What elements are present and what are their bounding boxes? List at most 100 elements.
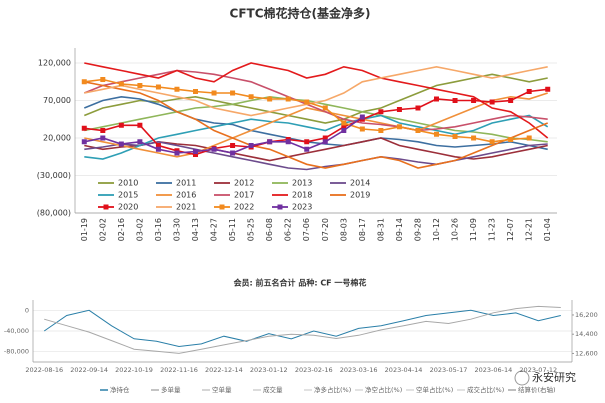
point-marker xyxy=(304,139,310,145)
legend-marker xyxy=(103,204,109,210)
point-marker xyxy=(267,96,273,102)
x-tick-label: 2023-06-14 xyxy=(475,366,513,374)
point-marker xyxy=(471,135,477,141)
x-tick-label: 08-03 xyxy=(339,218,348,241)
point-marker xyxy=(415,105,421,111)
point-marker xyxy=(174,86,180,92)
legend-label: 净空占比(%) xyxy=(365,385,402,394)
y2-tick-label: 12,600 xyxy=(575,349,598,357)
point-marker xyxy=(452,98,458,103)
point-marker xyxy=(193,89,198,94)
x-tick-label: 04-13 xyxy=(191,218,200,241)
point-marker xyxy=(81,79,87,85)
point-marker xyxy=(118,141,124,147)
point-marker xyxy=(285,139,291,145)
series-line xyxy=(83,69,548,132)
x-tick-label: 08-31 xyxy=(376,218,385,241)
point-marker xyxy=(230,150,236,156)
point-marker xyxy=(267,139,273,145)
series-line xyxy=(84,88,548,156)
x-tick-label: 2023-03-16 xyxy=(340,366,378,374)
legend-marker xyxy=(219,204,225,210)
series-line xyxy=(84,65,548,117)
point-marker xyxy=(81,139,87,145)
x-tick-label: 2023-04-14 xyxy=(385,366,423,374)
legend-label: 成交量 xyxy=(263,385,283,394)
x-tick-label: 10-26 xyxy=(451,218,460,241)
point-marker xyxy=(508,98,514,103)
x-tick-label: 08-17 xyxy=(358,218,367,241)
point-marker xyxy=(211,146,217,152)
point-marker xyxy=(434,96,439,102)
point-marker xyxy=(155,84,161,90)
legend-label: 2023 xyxy=(292,203,312,212)
legend-label: 多单量 xyxy=(161,385,181,394)
point-marker xyxy=(359,126,365,132)
y-tick-label: -80,000 xyxy=(4,348,29,356)
point-marker xyxy=(526,89,532,94)
x-tick-label: 2023-07-12 xyxy=(519,366,557,374)
point-marker xyxy=(434,131,439,137)
point-marker xyxy=(489,139,495,145)
point-marker xyxy=(230,90,236,96)
legend-label: 成交占比(%) xyxy=(467,385,504,394)
series-line xyxy=(83,95,548,151)
point-marker xyxy=(155,146,161,152)
series-line xyxy=(84,140,548,171)
x-tick-label: 07-06 xyxy=(302,218,311,241)
point-marker xyxy=(545,86,551,92)
x-tick-label: 2022-09-14 xyxy=(70,366,108,374)
y2-tick-label: 14,400 xyxy=(575,330,598,338)
x-tick-label: 05-25 xyxy=(247,218,256,241)
x-tick-label: 01-19 xyxy=(80,218,89,241)
point-marker xyxy=(248,143,254,148)
y-tick-label: -40,000 xyxy=(4,327,29,335)
point-marker xyxy=(193,149,198,154)
point-marker xyxy=(322,135,328,141)
point-marker xyxy=(118,81,124,87)
y2-tick-label: 16,200 xyxy=(575,311,598,319)
y-tick-label: 70,000 xyxy=(43,96,71,105)
x-tick-label: 11-09 xyxy=(469,218,478,241)
series-line xyxy=(84,62,549,139)
x-tick-label: 2023-05-17 xyxy=(430,366,468,374)
point-marker xyxy=(248,94,254,100)
x-tick-label: 09-28 xyxy=(413,218,422,241)
x-tick-label: 2022-11-16 xyxy=(160,366,198,374)
legend-label: 结算价(右轴) xyxy=(518,385,556,394)
legend-label: 2018 xyxy=(292,191,312,200)
watermark-icon xyxy=(514,370,530,386)
point-marker xyxy=(415,128,421,133)
point-marker xyxy=(174,150,180,156)
x-tick-label: 12-07 xyxy=(506,218,515,241)
x-tick-label: 03-02 xyxy=(135,218,144,241)
x-tick-label: 2022-10-19 xyxy=(115,366,153,374)
point-marker xyxy=(471,98,477,103)
x-tick-label: 10-12 xyxy=(432,218,441,241)
point-marker xyxy=(508,137,514,142)
x-tick-label: 2022-12-14 xyxy=(205,366,243,374)
x-tick-label: 07-20 xyxy=(321,218,330,241)
legend-label: 2015 xyxy=(118,191,138,200)
legend-label: 2019 xyxy=(350,191,370,200)
point-marker xyxy=(396,124,402,130)
point-marker xyxy=(489,99,495,105)
x-tick-label: 02-02 xyxy=(98,218,107,241)
legend-label: 2016 xyxy=(176,191,196,200)
point-marker xyxy=(81,125,87,131)
point-marker xyxy=(452,134,458,139)
series-line xyxy=(44,305,561,354)
legend-marker xyxy=(277,204,283,210)
point-marker xyxy=(378,128,384,133)
series-line xyxy=(84,116,363,154)
point-marker xyxy=(378,109,384,115)
y-tick-label: 0 xyxy=(25,306,29,314)
legend-label: 2011 xyxy=(176,179,196,188)
x-tick-label: 05-11 xyxy=(228,218,237,241)
legend-label: 2013 xyxy=(292,179,312,188)
x-tick-label: 01-04 xyxy=(543,218,552,241)
watermark: 永安研究 xyxy=(532,370,576,384)
point-marker xyxy=(100,135,106,141)
point-marker xyxy=(322,105,328,111)
legend-label: 2012 xyxy=(234,179,254,188)
